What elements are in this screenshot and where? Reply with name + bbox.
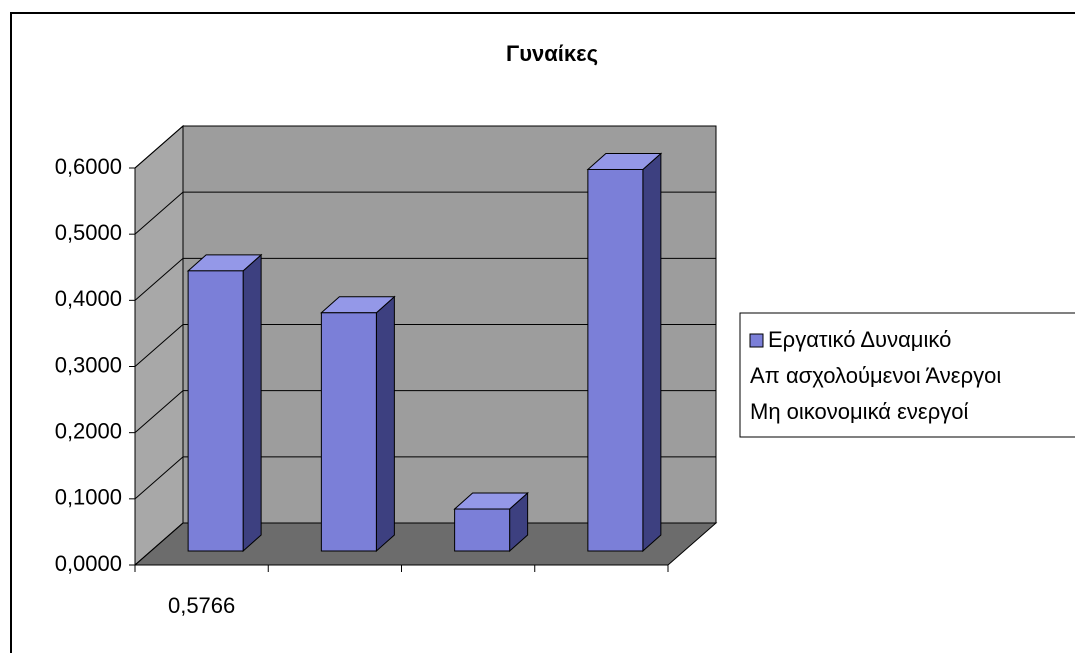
bar-side bbox=[375, 295, 395, 553]
bar bbox=[454, 508, 511, 552]
grid-line bbox=[134, 191, 716, 235]
bar bbox=[320, 312, 377, 552]
y-tick-label: 0,1000 bbox=[55, 485, 122, 510]
grid-line bbox=[134, 125, 716, 169]
bar-side bbox=[642, 152, 662, 553]
bar bbox=[187, 270, 244, 552]
legend-label: Εργατικό Δυναμικό bbox=[768, 327, 951, 352]
bar-side bbox=[242, 253, 262, 553]
grid-line bbox=[134, 522, 716, 566]
legend-box bbox=[739, 312, 1075, 438]
y-tick-label: 0,4000 bbox=[55, 286, 122, 311]
y-tick-label: 0,3000 bbox=[55, 352, 122, 377]
bar bbox=[587, 168, 644, 552]
y-tick-label: 0,6000 bbox=[55, 154, 122, 179]
y-tick-label: 0,5000 bbox=[55, 220, 122, 245]
x-tick-label: 0,5766 bbox=[168, 593, 235, 618]
y-tick-label: 0,0000 bbox=[55, 551, 122, 576]
chart-title: Γυναίκες bbox=[506, 41, 598, 66]
grid-line bbox=[134, 390, 716, 434]
legend-label: Απ ασχολούμενοι Άνεργοι bbox=[750, 363, 1001, 388]
legend-label: Μη οικονομικά ενεργοί bbox=[750, 399, 968, 424]
grid-line bbox=[134, 257, 716, 301]
grid-line bbox=[134, 456, 716, 500]
legend-swatch bbox=[749, 333, 764, 348]
grid-line bbox=[134, 324, 716, 367]
y-tick-label: 0,2000 bbox=[55, 418, 122, 443]
